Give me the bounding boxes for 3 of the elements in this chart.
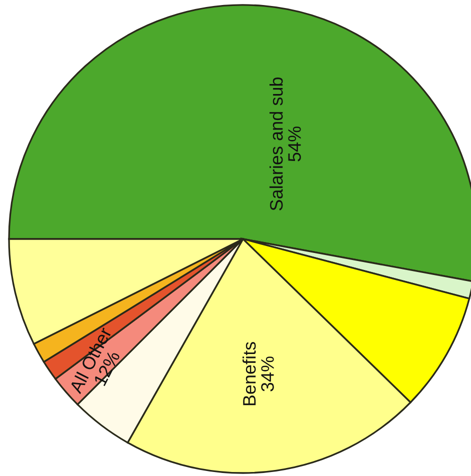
text: Benefits 34%	[242, 342, 274, 406]
text: All Other 12%	[68, 326, 120, 394]
text: Salaries and sub 54%	[270, 78, 301, 210]
